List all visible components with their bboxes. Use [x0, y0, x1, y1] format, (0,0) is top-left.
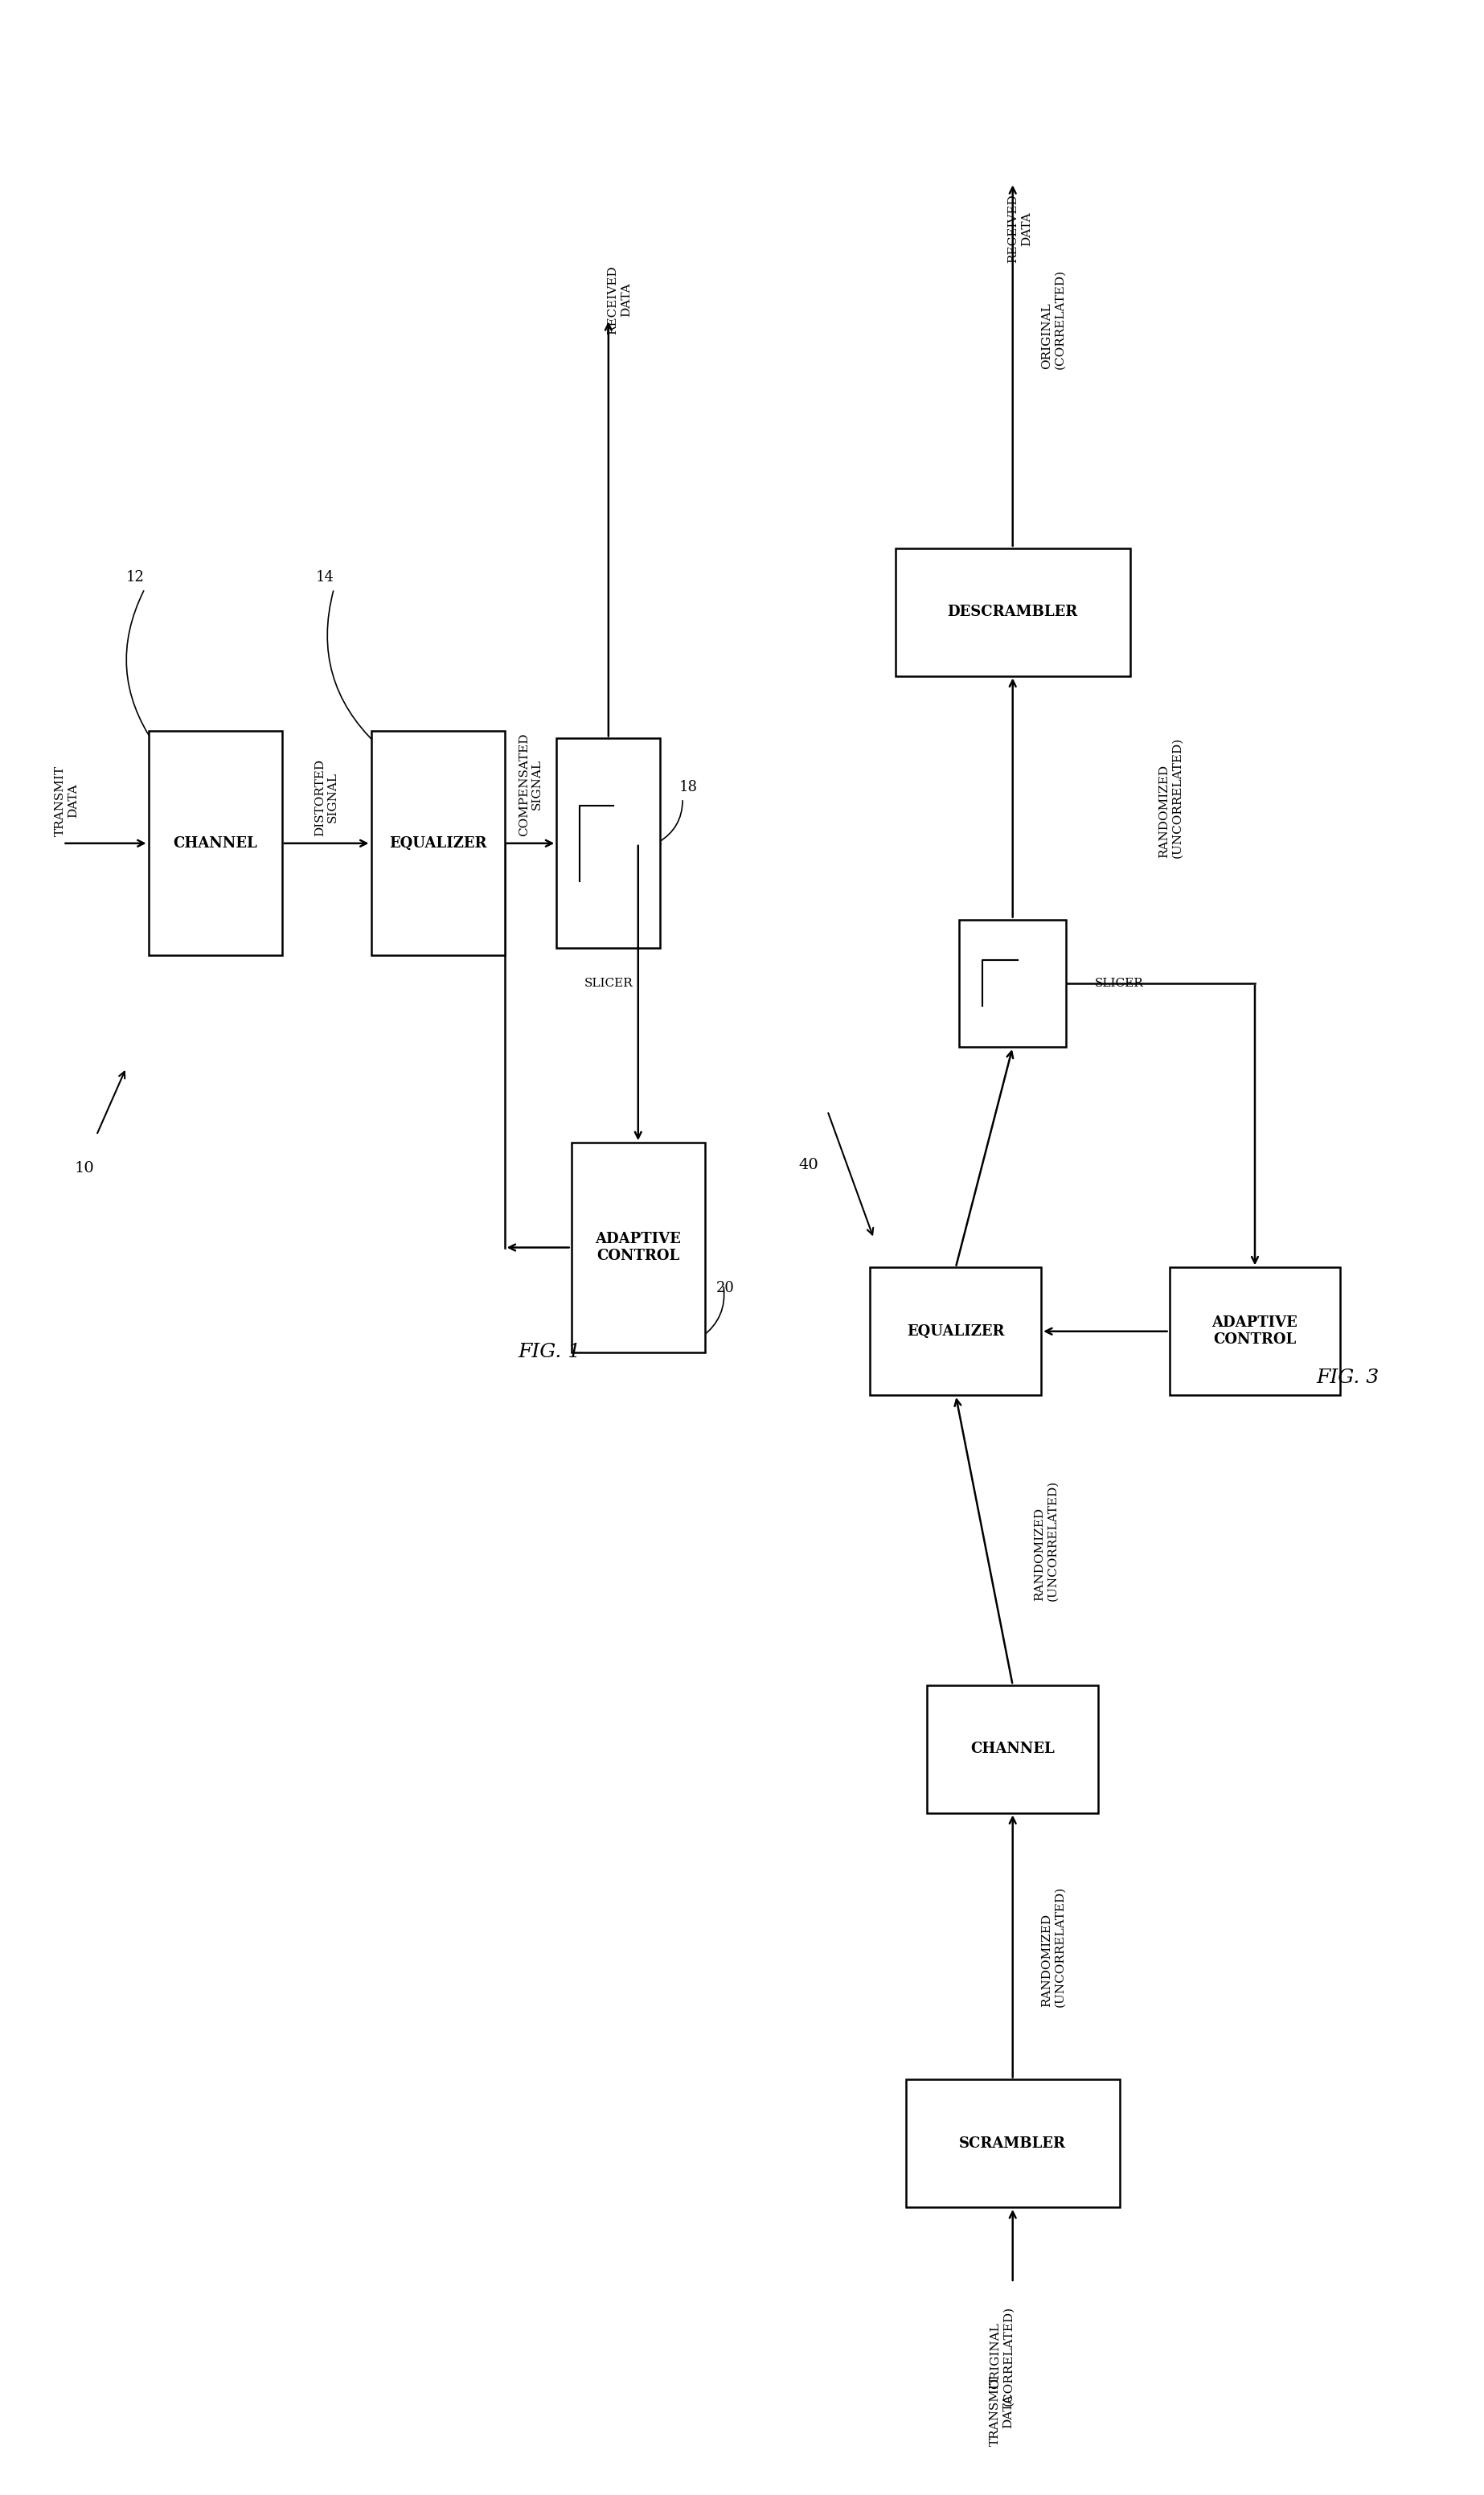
Text: CHANNEL: CHANNEL	[174, 836, 257, 851]
Text: RANDOMIZED
(UNCORRELATED): RANDOMIZED (UNCORRELATED)	[1034, 1480, 1058, 1602]
Text: TRANSMIT
DATA: TRANSMIT DATA	[55, 766, 79, 836]
Bar	[870, 1267, 1042, 1395]
Text: DESCRAMBLER: DESCRAMBLER	[947, 604, 1077, 619]
Bar	[371, 731, 505, 956]
Text: FIG. 1: FIG. 1	[518, 1342, 580, 1362]
Text: EQUALIZER: EQUALIZER	[389, 836, 487, 851]
Bar	[928, 1684, 1098, 1814]
Bar	[148, 731, 282, 956]
Text: ORIGINAL
(CORRELATED): ORIGINAL (CORRELATED)	[990, 2305, 1014, 2405]
Text: RECEIVED
DATA: RECEIVED DATA	[607, 264, 632, 334]
Text: 12: 12	[126, 569, 145, 584]
Text: ADAPTIVE
CONTROL: ADAPTIVE CONTROL	[1212, 1315, 1298, 1347]
Text: EQUALIZER: EQUALIZER	[907, 1325, 1005, 1340]
Text: ADAPTIVE
CONTROL: ADAPTIVE CONTROL	[595, 1233, 681, 1262]
Text: ORIGINAL
(CORRELATED): ORIGINAL (CORRELATED)	[1042, 269, 1066, 369]
Text: DISTORTED
SIGNAL: DISTORTED SIGNAL	[315, 758, 338, 836]
Text: 18: 18	[680, 778, 697, 793]
Bar	[959, 921, 1066, 1048]
Text: RANDOMIZED
(UNCORRELATED): RANDOMIZED (UNCORRELATED)	[1042, 1886, 1066, 2006]
Text: COMPENSATED
SIGNAL: COMPENSATED SIGNAL	[518, 734, 543, 836]
Text: TRANSMIT
DATA: TRANSMIT DATA	[990, 2375, 1014, 2445]
Text: SCRAMBLER: SCRAMBLER	[959, 2136, 1066, 2151]
Bar	[905, 2081, 1119, 2208]
Text: 20: 20	[715, 1280, 735, 1295]
Bar	[895, 549, 1131, 676]
Text: SLICER: SLICER	[1095, 978, 1144, 988]
Text: SLICER: SLICER	[585, 978, 632, 991]
Text: RECEIVED
DATA: RECEIVED DATA	[1008, 195, 1031, 264]
Text: RANDOMIZED
(UNCORRELATED): RANDOMIZED (UNCORRELATED)	[1159, 736, 1183, 858]
Bar	[571, 1143, 705, 1352]
Text: FIG. 3: FIG. 3	[1316, 1367, 1379, 1387]
Text: CHANNEL: CHANNEL	[971, 1742, 1055, 1756]
Text: 14: 14	[316, 569, 334, 584]
Bar	[556, 739, 660, 948]
Bar	[1169, 1267, 1340, 1395]
Text: 40: 40	[798, 1158, 819, 1173]
Text: 10: 10	[74, 1160, 93, 1175]
